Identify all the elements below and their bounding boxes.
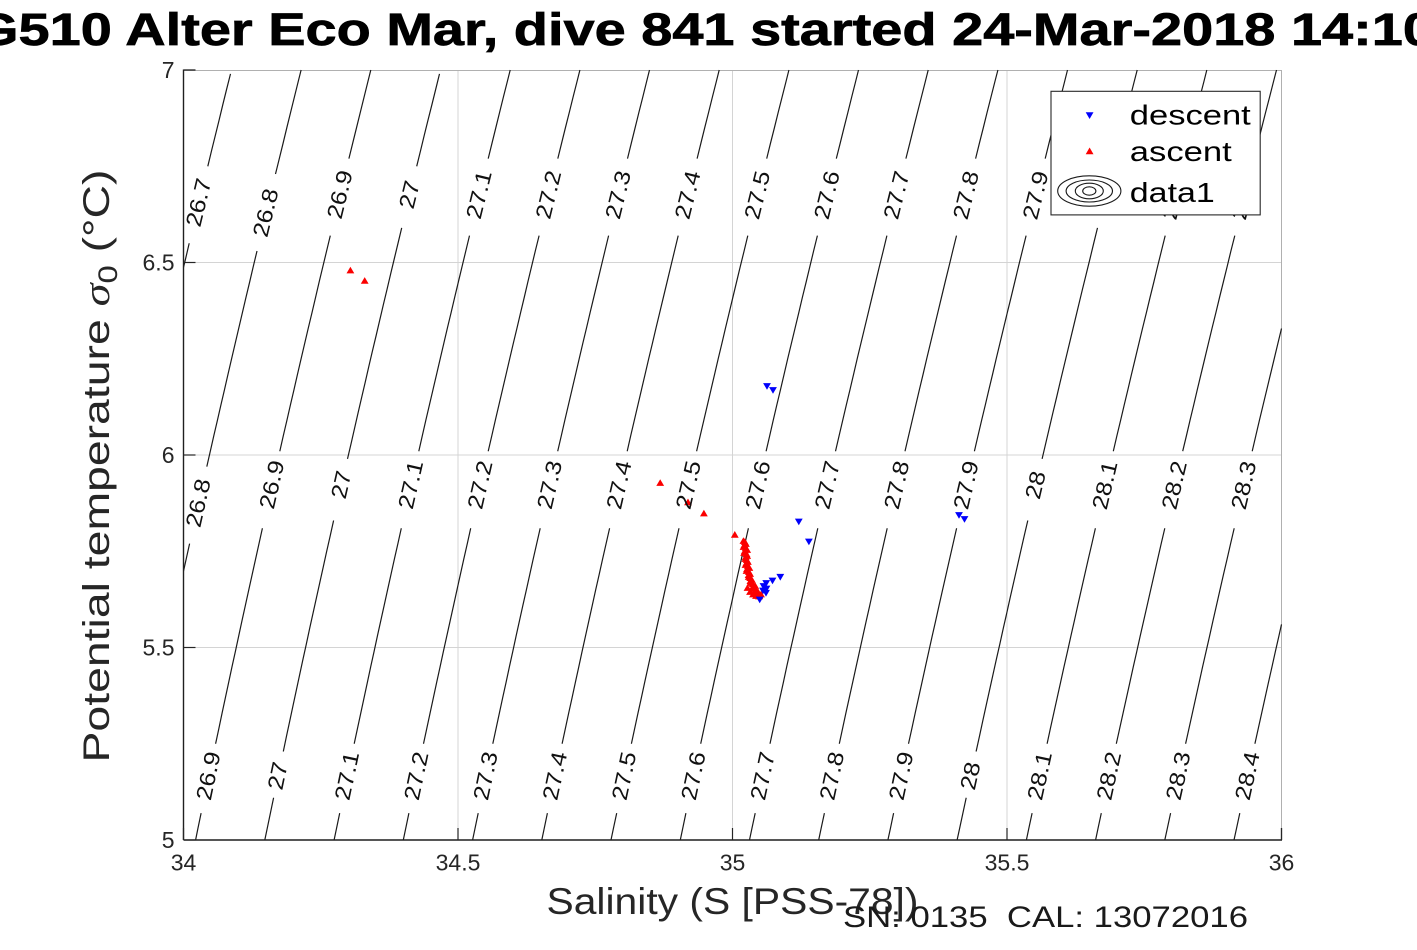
svg-text:ascent: ascent [1130,136,1232,167]
svg-text:27: 27 [326,468,357,501]
svg-text:5: 5 [162,827,175,853]
svg-text:G510 Alter Eco Mar, dive 841 s: G510 Alter Eco Mar, dive 841 started 24-… [0,4,1417,55]
svg-text:data1: data1 [1130,177,1215,208]
svg-text:36: 36 [1269,850,1295,876]
svg-text:34.5: 34.5 [436,850,481,876]
svg-text:34: 34 [171,850,197,876]
svg-text:6: 6 [162,442,175,468]
svg-text:28: 28 [1020,469,1051,502]
svg-text:Salinity (S [PSS-78]): Salinity (S [PSS-78]) [547,880,919,922]
svg-text:7: 7 [162,57,175,83]
svg-text:27: 27 [263,760,293,793]
svg-text:5.5: 5.5 [143,635,175,661]
svg-text:28: 28 [955,760,985,793]
svg-text:6.5: 6.5 [143,250,175,276]
svg-text:35: 35 [720,850,746,876]
svg-text:SN: 0135 CAL: 13072016: SN: 0135 CAL: 13072016 [843,901,1248,934]
svg-text:Potential temperature σ0 (°C): Potential temperature σ0 (°C) [75,170,123,763]
svg-text:descent: descent [1130,100,1251,131]
svg-text:35.5: 35.5 [985,850,1030,876]
